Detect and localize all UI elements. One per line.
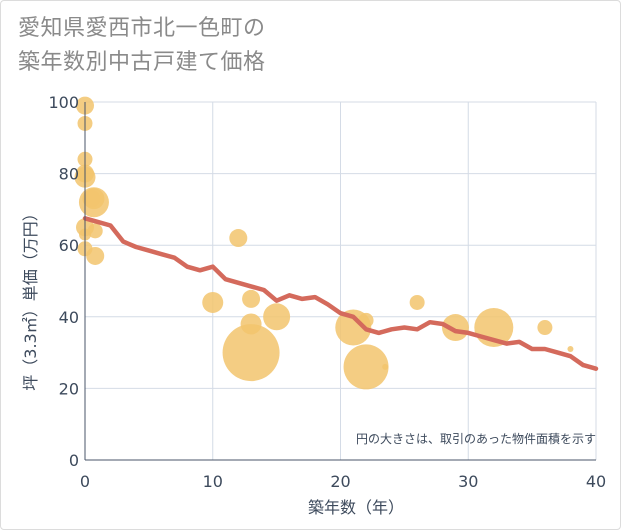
data-bubble: [222, 324, 280, 382]
data-bubble: [202, 291, 224, 313]
y-tick-label: 100: [48, 93, 79, 112]
data-bubble: [567, 346, 574, 353]
chart-title-line2: 築年数別中古戸建て価格: [18, 50, 266, 75]
x-tick-label: 10: [203, 472, 223, 491]
y-axis-label: 坪（3.3㎡）単価（万円）: [21, 205, 40, 390]
y-tick-label: 20: [59, 379, 79, 398]
chart-note: 円の大きさは、取引のあった物件面積を示す: [356, 431, 596, 446]
y-tick-label: 60: [59, 236, 79, 255]
axes: 0 10 20 30 40 0 20 40 60 80 100: [48, 93, 606, 491]
data-bubble: [87, 223, 103, 239]
grid-lines: [85, 101, 597, 460]
data-bubble: [242, 289, 261, 308]
data-bubble: [343, 344, 389, 390]
x-tick-label: 40: [586, 472, 606, 491]
trend-line-series: [82, 216, 599, 371]
x-tick-label: 30: [458, 472, 478, 491]
chart-title-line1: 愛知県愛西市北一色町の: [18, 16, 266, 41]
data-bubble: [229, 229, 248, 248]
data-bubble: [537, 320, 553, 336]
bubble-series: [74, 96, 574, 390]
y-tick-label: 40: [59, 308, 79, 327]
data-bubble: [263, 303, 291, 331]
y-tick-label: 80: [59, 165, 79, 184]
y-tick-label: 0: [69, 451, 79, 470]
chart-title: 愛知県愛西市北一色町の 築年数別中古戸建て価格: [18, 12, 266, 80]
data-bubble: [83, 188, 105, 210]
data-bubble: [86, 246, 105, 265]
x-tick-label: 20: [330, 472, 350, 491]
x-axis-label: 築年数（年）: [308, 498, 404, 517]
data-bubble: [409, 294, 425, 310]
data-bubble: [382, 363, 389, 370]
trend-line: [82, 216, 599, 371]
x-tick-label: 0: [80, 472, 90, 491]
